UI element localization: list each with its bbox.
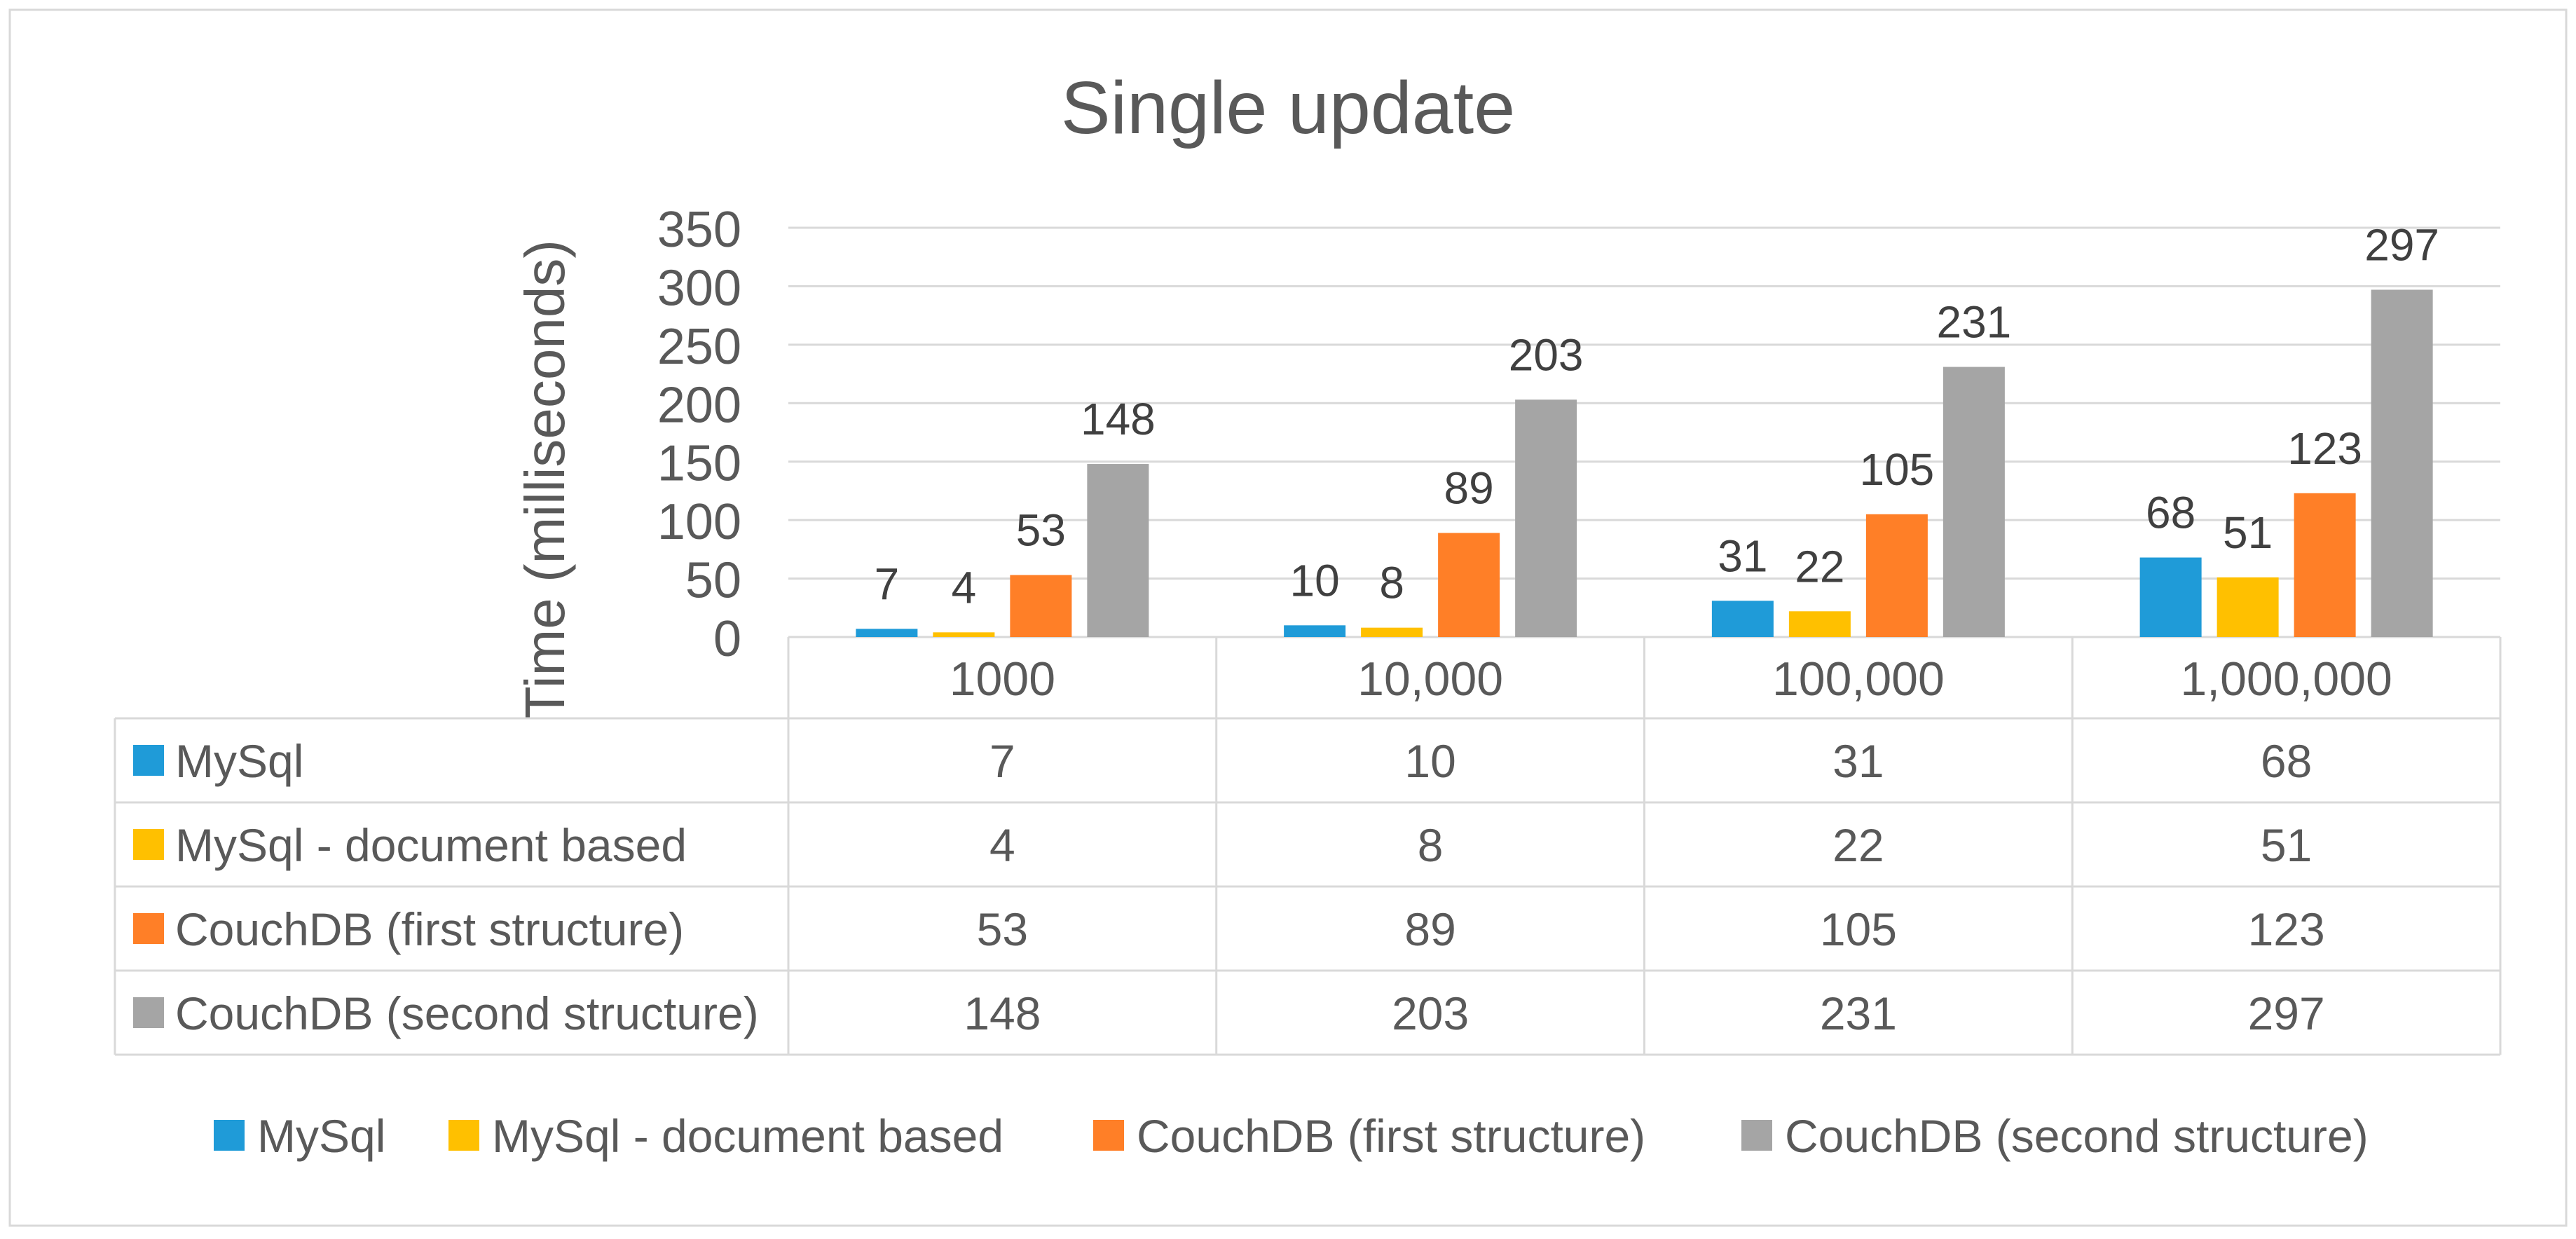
bar xyxy=(1087,464,1149,637)
table-cell-value: 231 xyxy=(1820,987,1897,1039)
data-label: 148 xyxy=(1081,394,1156,444)
table-cell-value: 8 xyxy=(1418,819,1444,871)
legend-label: CouchDB (second structure) xyxy=(1785,1110,2369,1162)
data-label: 68 xyxy=(2146,488,2195,538)
data-label: 8 xyxy=(1379,558,1404,608)
bar xyxy=(1438,533,1500,637)
data-label: 123 xyxy=(2287,423,2362,474)
bar xyxy=(856,629,918,637)
table-cell-value: 123 xyxy=(2248,903,2325,955)
legend-swatch xyxy=(1093,1120,1124,1151)
y-tick-label: 250 xyxy=(657,319,741,375)
table-cell-value: 51 xyxy=(2261,819,2312,871)
bar xyxy=(1515,399,1577,637)
y-tick-label: 100 xyxy=(657,494,741,550)
data-label: 31 xyxy=(1718,530,1767,581)
data-table: 1000 10,000 100,000 1,000,000 MySql 7 10 31 68 My… xyxy=(114,637,2502,1056)
y-tick-label: 50 xyxy=(685,553,741,609)
table-legend-key xyxy=(133,829,164,860)
data-label: 22 xyxy=(1795,541,1844,591)
table-cell-value: 89 xyxy=(1404,903,1455,955)
legend-label: CouchDB (first structure) xyxy=(1137,1110,1645,1162)
table-cell-value: 105 xyxy=(1820,903,1897,955)
bar xyxy=(1865,514,1928,637)
gridlines xyxy=(788,226,2500,638)
chart-title: Single update xyxy=(1061,67,1515,149)
bar xyxy=(1361,627,1423,637)
x-tick-label: 1000 xyxy=(950,652,1055,706)
bar xyxy=(1711,601,1774,637)
table-cell-value: 203 xyxy=(1392,987,1469,1039)
legend-swatch xyxy=(1741,1120,1772,1151)
table-cell-value: 4 xyxy=(989,819,1015,871)
y-tick-label: 150 xyxy=(657,436,741,492)
table-series-name: MySql - document based xyxy=(175,819,687,871)
table-cell-value: 53 xyxy=(977,903,1028,955)
table-legend-key xyxy=(133,913,164,944)
bar xyxy=(933,632,995,637)
legend-label: MySql - document based xyxy=(492,1110,1003,1162)
table-cell-value: 10 xyxy=(1404,735,1455,787)
y-tick-label: 300 xyxy=(657,260,741,316)
y-tick-label: 200 xyxy=(657,377,741,433)
legend: MySql MySql - document based CouchDB (firs… xyxy=(214,1110,2369,1162)
bar xyxy=(2139,557,2202,637)
legend-swatch xyxy=(448,1120,479,1151)
table-legend-key xyxy=(133,745,164,776)
table-cell-value: 22 xyxy=(1832,819,1884,871)
y-tick-label: 350 xyxy=(657,202,741,258)
table-cell-value: 7 xyxy=(989,735,1015,787)
x-tick-label: 10,000 xyxy=(1357,652,1503,706)
bar xyxy=(1284,625,1346,637)
data-label: 51 xyxy=(2223,507,2273,558)
data-labels: 7 4 53 148 10 8 89 203 31 22 105 231 68 51 123 297 xyxy=(875,219,2439,612)
y-axis-label: Time (milliseconds) xyxy=(514,240,576,720)
bars xyxy=(856,289,2433,637)
table-cell-value: 31 xyxy=(1832,735,1884,787)
data-label: 4 xyxy=(952,562,977,612)
data-label: 7 xyxy=(875,559,900,609)
bar xyxy=(1788,611,1851,637)
y-tick-label: 0 xyxy=(713,611,741,667)
data-label: 297 xyxy=(2364,219,2439,270)
data-label: 231 xyxy=(1936,297,2011,348)
bar xyxy=(1010,575,1072,637)
x-tick-label: 100,000 xyxy=(1772,652,1945,706)
data-label: 53 xyxy=(1016,505,1066,556)
bar xyxy=(2217,577,2279,637)
data-label: 105 xyxy=(1859,444,1934,495)
bar xyxy=(2371,289,2433,637)
x-tick-label: 1,000,000 xyxy=(2180,652,2392,706)
table-series-name: MySql xyxy=(175,735,303,787)
bar xyxy=(2294,493,2356,637)
data-label: 10 xyxy=(1290,555,1340,605)
table-cell-value: 68 xyxy=(2261,735,2312,787)
legend-label: MySql xyxy=(257,1110,385,1162)
data-label: 89 xyxy=(1444,463,1494,513)
legend-swatch xyxy=(214,1120,245,1151)
table-series-name: CouchDB (first structure) xyxy=(175,903,684,955)
table-cell-value: 297 xyxy=(2248,987,2325,1039)
data-label: 203 xyxy=(1509,329,1584,380)
table-legend-key xyxy=(133,997,164,1028)
bar xyxy=(1943,367,2005,637)
table-cell-value: 148 xyxy=(964,987,1041,1039)
table-series-name: CouchDB (second structure) xyxy=(175,987,759,1039)
